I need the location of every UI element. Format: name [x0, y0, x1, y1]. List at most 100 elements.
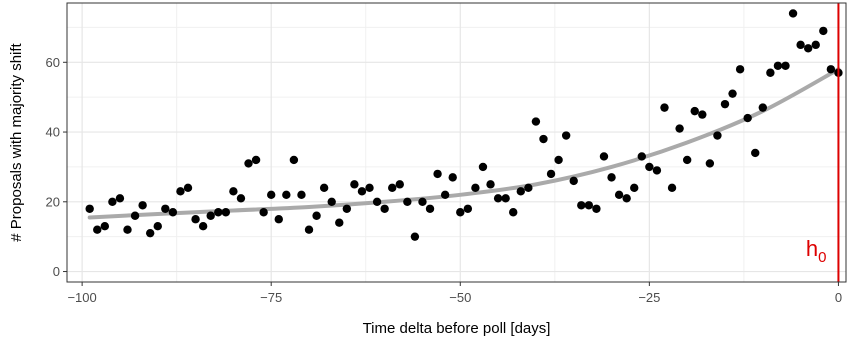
data-point	[546, 169, 556, 179]
data-point	[214, 208, 223, 217]
x-tick-label: −75	[260, 290, 282, 305]
data-point	[509, 208, 518, 217]
data-point	[244, 159, 253, 168]
data-point	[267, 190, 276, 200]
data-point	[108, 197, 117, 206]
data-point	[826, 65, 836, 74]
y-tick-label: 60	[46, 55, 60, 70]
data-point	[335, 218, 344, 227]
data-point	[93, 225, 102, 234]
data-point	[168, 208, 178, 217]
data-point	[524, 183, 533, 193]
data-point	[319, 183, 329, 193]
data-points	[85, 9, 843, 241]
data-point	[486, 180, 495, 189]
data-point	[607, 173, 616, 182]
data-point	[751, 148, 760, 158]
data-point	[539, 134, 548, 144]
data-point	[584, 201, 594, 210]
data-point	[304, 225, 314, 234]
data-point	[327, 197, 336, 206]
data-point	[410, 232, 420, 241]
data-point	[614, 190, 624, 200]
data-point	[630, 183, 639, 193]
data-point	[819, 26, 828, 36]
data-point	[448, 173, 457, 182]
plot-panel-border	[66, 2, 847, 283]
data-point	[735, 65, 745, 74]
data-point	[176, 187, 185, 196]
data-point	[433, 169, 442, 179]
reference-line-label: h0	[806, 236, 827, 266]
x-tick-label: −25	[638, 290, 660, 305]
data-point	[660, 103, 669, 112]
data-point	[161, 204, 170, 213]
data-point	[720, 99, 730, 109]
data-point	[100, 222, 110, 231]
data-point	[811, 40, 820, 50]
data-point	[554, 155, 563, 165]
data-point	[592, 204, 601, 213]
data-point	[561, 131, 571, 140]
data-point	[758, 103, 768, 112]
data-point	[206, 211, 215, 220]
data-point	[145, 228, 155, 238]
data-point	[645, 162, 654, 172]
reference-label-main: h	[806, 236, 818, 261]
data-point	[637, 152, 646, 161]
trend-line	[87, 67, 841, 220]
data-point	[675, 124, 684, 133]
data-point	[478, 162, 488, 172]
data-point	[713, 131, 722, 140]
data-point	[274, 215, 283, 224]
data-point	[493, 194, 503, 203]
y-tick-label: 20	[46, 194, 60, 209]
data-point	[705, 159, 715, 168]
data-point	[456, 208, 465, 217]
data-point	[229, 187, 238, 196]
x-tick-label: −100	[67, 290, 96, 305]
x-axis-title: Time delta before poll [days]	[363, 320, 551, 337]
data-point	[153, 222, 162, 231]
data-point	[380, 204, 389, 213]
data-point	[531, 117, 541, 126]
data-point	[191, 215, 200, 224]
data-point	[418, 197, 427, 206]
data-point	[652, 166, 662, 175]
x-tick-label: 0	[835, 290, 842, 305]
gridlines	[67, 3, 846, 282]
data-point	[682, 155, 692, 165]
data-point	[690, 106, 699, 116]
data-point	[788, 9, 798, 18]
data-point	[501, 194, 510, 203]
data-point	[781, 61, 790, 70]
trend-line-group	[87, 67, 841, 220]
data-point	[388, 183, 397, 193]
data-point	[698, 110, 707, 119]
data-point	[282, 190, 291, 200]
data-point	[796, 40, 805, 50]
data-point	[569, 176, 578, 186]
data-point	[259, 208, 268, 217]
data-point	[803, 44, 813, 53]
data-point	[471, 183, 480, 193]
data-point	[440, 190, 450, 200]
data-point	[516, 187, 525, 196]
data-point	[357, 187, 367, 196]
y-axis-title: # Proposals with majority shift	[8, 42, 25, 241]
data-point	[463, 204, 473, 213]
data-point	[312, 211, 321, 220]
data-point	[221, 208, 231, 217]
data-point	[773, 61, 783, 70]
data-point	[289, 155, 299, 165]
data-point	[577, 201, 586, 210]
data-point	[236, 194, 246, 203]
data-point	[130, 211, 140, 220]
data-point	[403, 197, 412, 206]
data-point	[395, 180, 404, 189]
data-point	[365, 183, 374, 193]
data-point	[297, 190, 306, 200]
data-point	[138, 201, 147, 210]
x-tick-label: −50	[449, 290, 471, 305]
